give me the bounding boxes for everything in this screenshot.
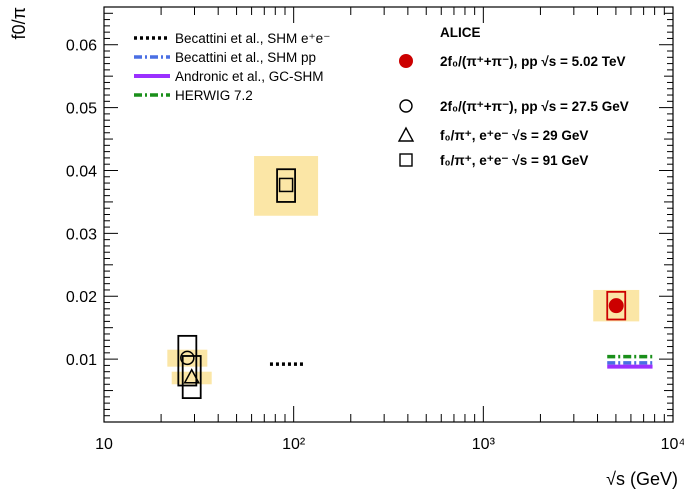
- legend: Becattini et al., SHM e⁺e⁻ Becattini et a…: [134, 25, 629, 168]
- x-axis-title: √s (GeV): [606, 469, 678, 489]
- legend-marker: [397, 126, 415, 142]
- y-tick-label: 0.02: [66, 289, 97, 306]
- x-tick-label: 10: [95, 436, 113, 453]
- syst-band: [254, 156, 319, 216]
- x-tick-label: 10³: [472, 436, 496, 453]
- legend-marker: [399, 99, 413, 113]
- axis-titles: √s (GeV) f0/π: [9, 7, 678, 489]
- x-tick-label: 10⁴: [661, 436, 684, 453]
- legend-header: ALICE: [440, 25, 481, 40]
- axis-ticks: [103, 6, 674, 423]
- y-tick-label: 0.01: [66, 352, 97, 369]
- legend-label: f₀/π⁺, e⁺e⁻ √s = 91 GeV: [440, 153, 588, 168]
- model-lines: [269, 354, 653, 369]
- data-points: [177, 168, 627, 400]
- uncertainty-bands: [167, 156, 640, 385]
- tick-labels: 10 10² 10³ 10⁴ 0.01 0.02 0.03 0.04 0.05 0.06: [66, 38, 684, 453]
- syst-band: [171, 371, 212, 385]
- syst-band: [167, 349, 208, 367]
- legend-label: Becattini et al., SHM e⁺e⁻: [175, 31, 330, 46]
- y-tick-label: 0.03: [66, 226, 97, 243]
- data-point: [183, 368, 200, 384]
- legend-label: HERWIG 7.2: [175, 88, 253, 103]
- y-tick-label: 0.04: [66, 163, 97, 180]
- data-point: [608, 298, 624, 314]
- syst-box: [177, 334, 198, 387]
- legend-marker: [399, 54, 413, 68]
- legend-label: 2f₀/(π⁺+π⁻), pp √s = 27.5 GeV: [440, 99, 629, 114]
- legend-marker: [399, 153, 413, 167]
- legend-label: Becattini et al., SHM pp: [175, 50, 316, 65]
- x-tick-label: 10²: [282, 436, 306, 453]
- y-tick-label: 0.06: [66, 38, 97, 55]
- legend-label: 2f₀/(π⁺+π⁻), pp √s = 5.02 TeV: [440, 54, 625, 69]
- data-point: [180, 350, 195, 366]
- legend-label: Andronic et al., GC-SHM: [175, 69, 324, 84]
- data-point: [278, 177, 294, 193]
- y-tick-label: 0.05: [66, 101, 97, 118]
- syst-box: [276, 168, 296, 203]
- y-axis-title: f0/π: [9, 7, 29, 39]
- legend-label: f₀/π⁺, e⁺e⁻ √s = 29 GeV: [440, 128, 588, 143]
- syst-box: [181, 355, 202, 400]
- syst-box: [606, 290, 627, 321]
